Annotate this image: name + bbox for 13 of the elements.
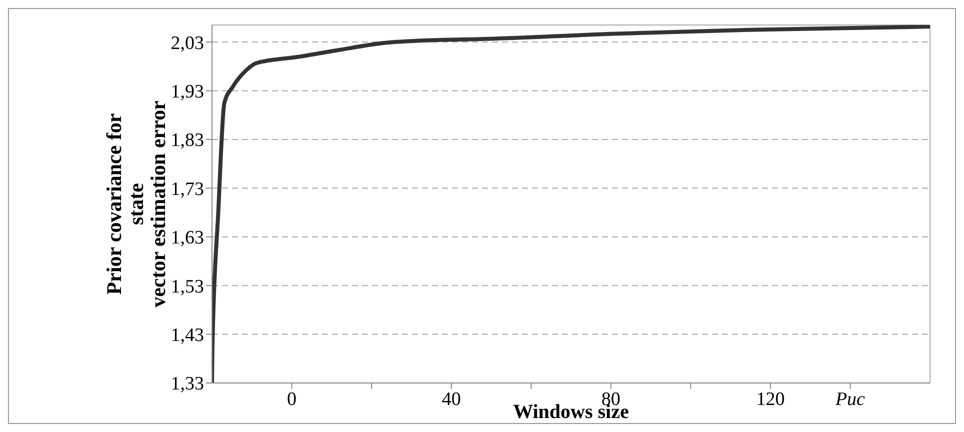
x-tick-label: 120 [756, 389, 785, 410]
x-tick-label: Рис [834, 389, 866, 410]
y-tick-label: 1,83 [170, 130, 204, 152]
y-axis-title: Prior covariance for state vector estimation error [102, 100, 170, 308]
y-tick-label: 1,73 [170, 178, 204, 200]
x-tick-label: 40 [442, 389, 461, 410]
y-tick-label: 1,53 [170, 276, 204, 298]
y-tick-label: 1,43 [170, 325, 204, 346]
y-tick-label: 1,93 [170, 82, 204, 102]
y-tick-label: 2,03 [170, 32, 204, 54]
y-tick-label: 1,33 [170, 374, 204, 395]
y-tick-label: 1,63 [170, 228, 204, 249]
x-tick-label: 0 [287, 389, 297, 410]
